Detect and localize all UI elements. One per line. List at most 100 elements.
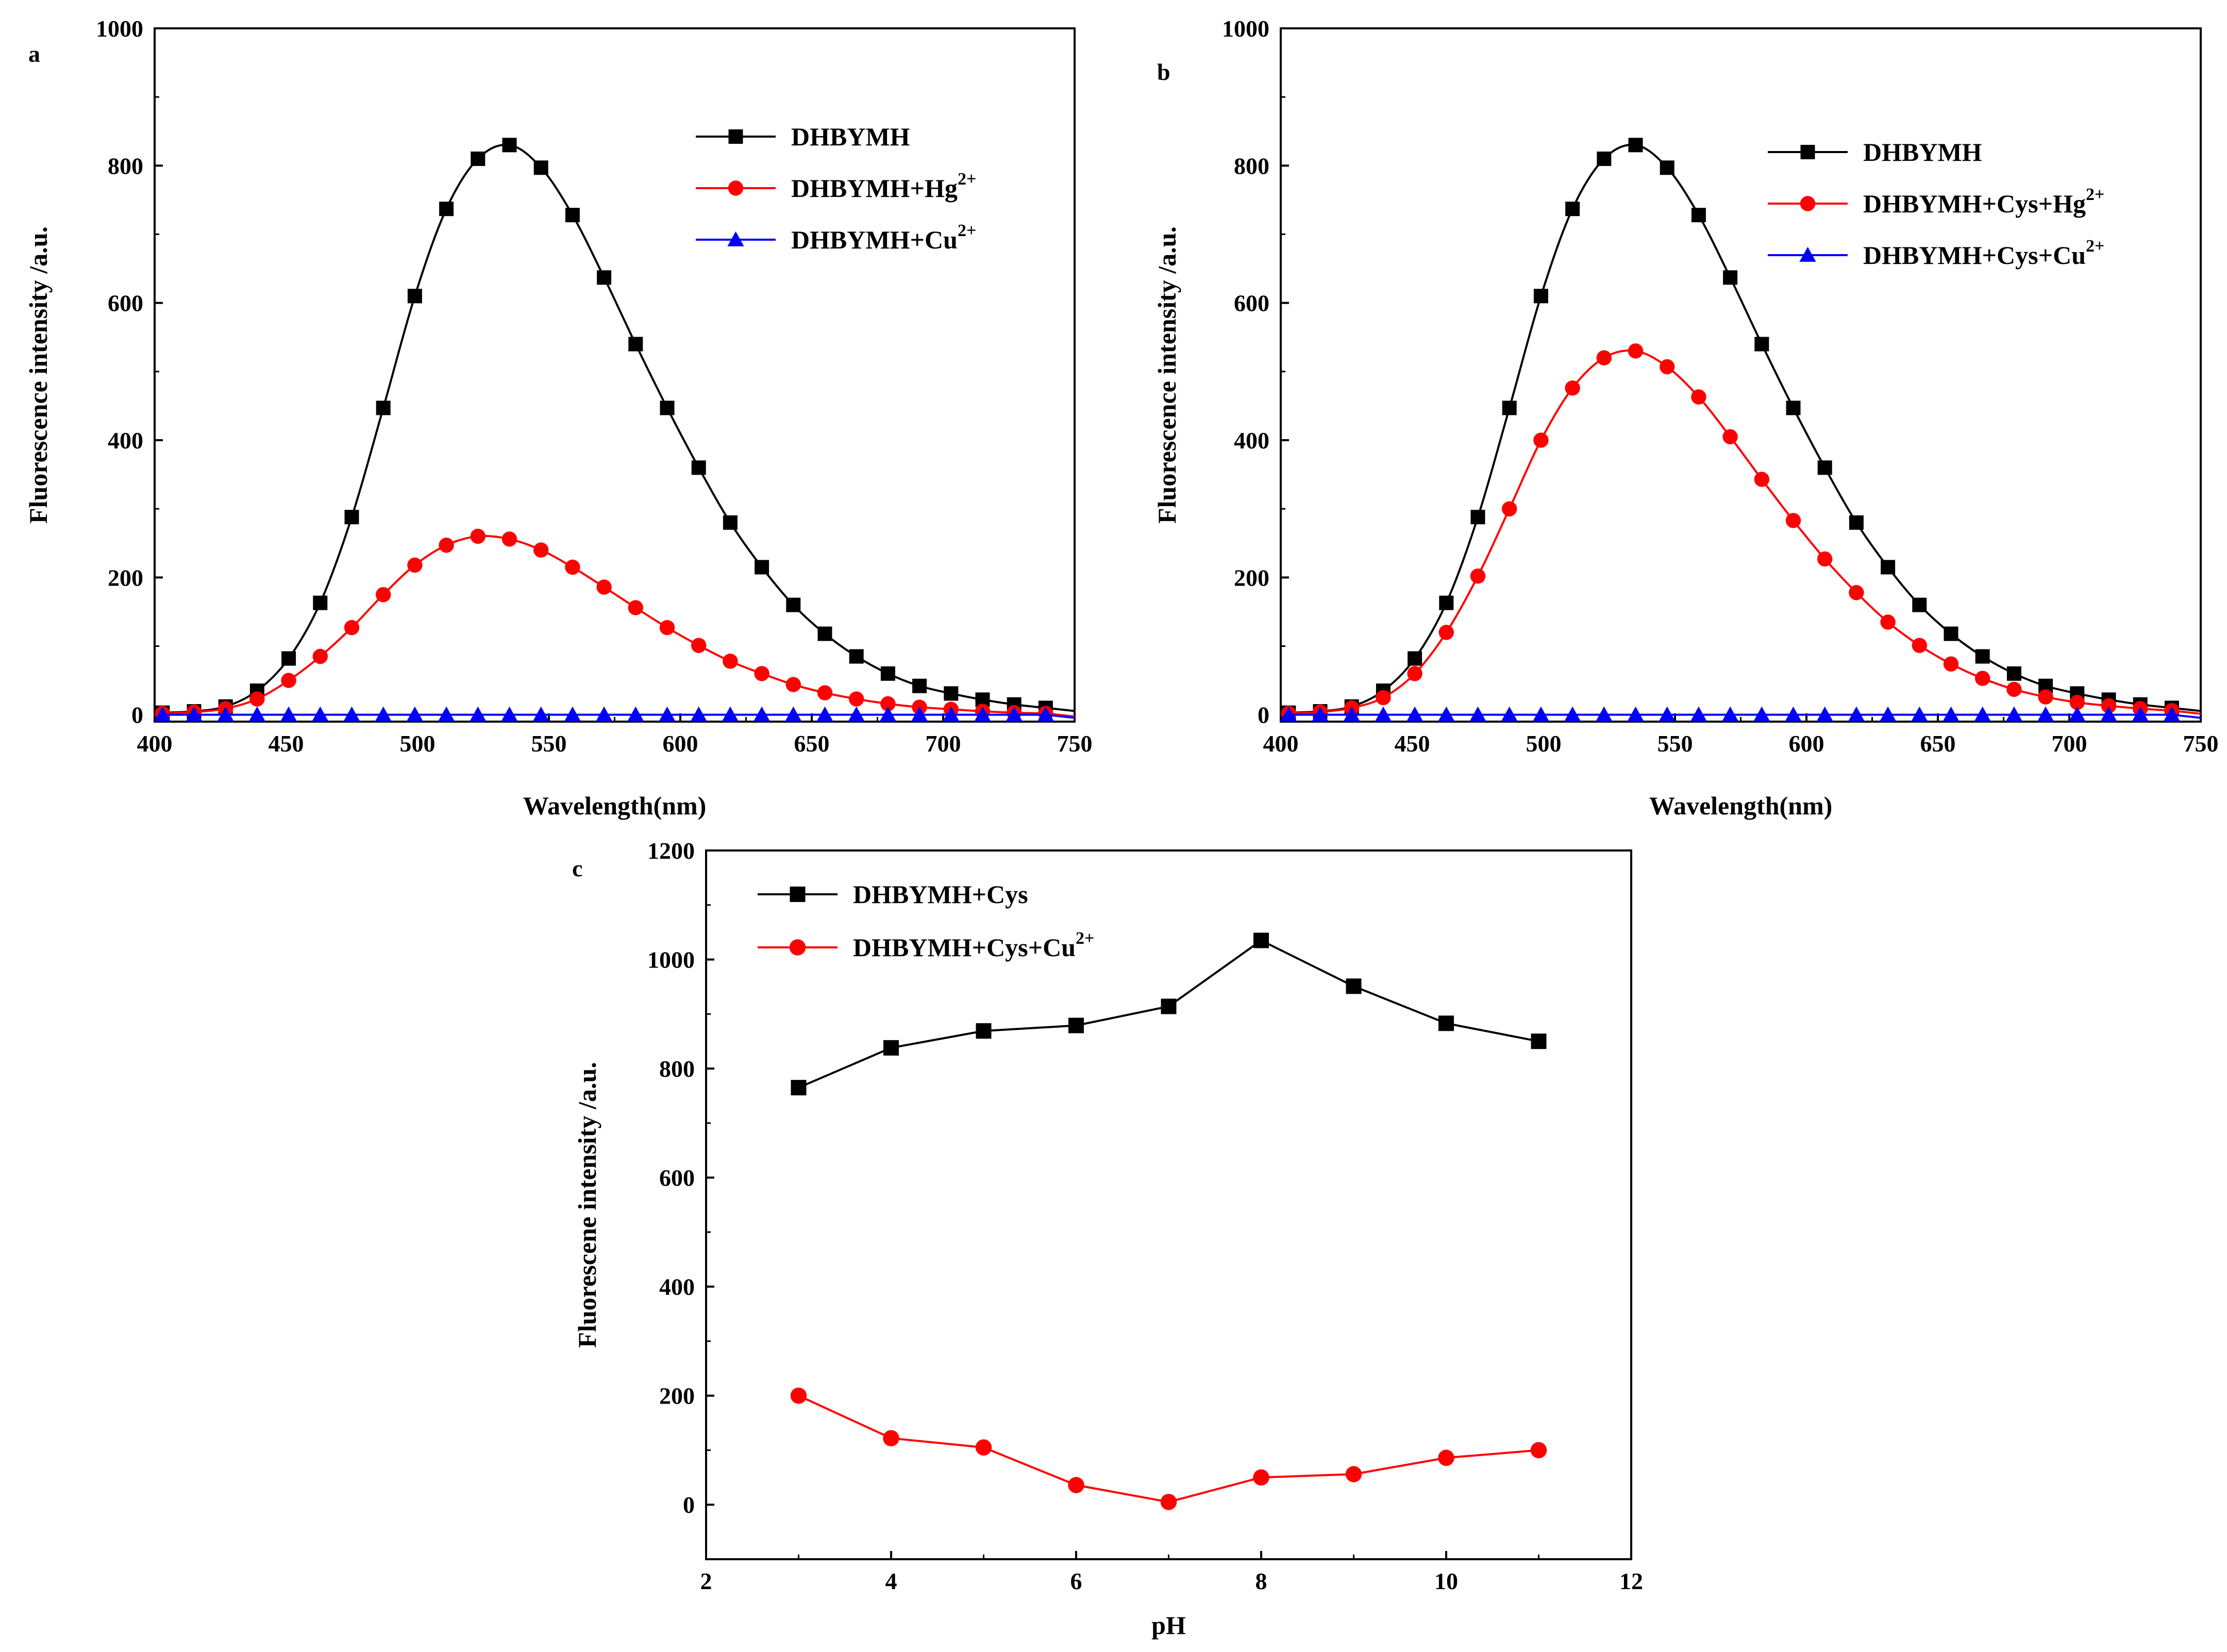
legend-superscript: 2+ — [958, 170, 976, 189]
data-point — [722, 706, 739, 722]
x-tick-label: 500 — [1526, 730, 1562, 757]
data-point — [1375, 706, 1392, 722]
data-point — [313, 595, 328, 610]
y-tick-label: 600 — [659, 1165, 695, 1191]
x-tick-label: 750 — [1057, 730, 1093, 757]
data-point — [1501, 706, 1518, 722]
data-point — [1849, 515, 1864, 530]
data-point — [1470, 568, 1486, 584]
data-point — [532, 706, 549, 722]
data-point — [312, 648, 328, 664]
data-point — [1722, 429, 1738, 445]
legend-label: DHBYMH+Cys+Cu2+ — [1863, 237, 2104, 270]
data-point — [533, 542, 549, 558]
data-point — [791, 1080, 807, 1096]
data-point — [628, 337, 643, 352]
data-point — [976, 1023, 992, 1039]
x-tick-label: 4 — [885, 1568, 897, 1594]
data-point — [786, 597, 801, 612]
data-point — [1565, 202, 1580, 216]
data-point — [1438, 1449, 1454, 1466]
x-tick-label: 700 — [2052, 730, 2087, 757]
y-tick-label: 1000 — [96, 15, 143, 42]
data-point — [1753, 706, 1770, 722]
chart-panel-a: 400 450 500 550 600 650 700 750 0 200 400 600 800 100… — [24, 15, 1093, 820]
data-point — [943, 706, 960, 722]
data-point — [1880, 706, 1897, 722]
data-point — [880, 696, 896, 712]
x-tick-label: 6 — [1070, 1568, 1082, 1594]
data-point — [1406, 706, 1424, 722]
data-point — [312, 706, 329, 722]
y-tick-label: 600 — [108, 290, 143, 316]
data-point — [1912, 638, 1927, 653]
data-point — [816, 706, 833, 722]
x-tick-label: 550 — [1657, 730, 1693, 757]
x-axis-title: Wavelength(nm) — [523, 791, 707, 820]
data-point — [1943, 656, 1959, 672]
data-point — [1849, 585, 1864, 600]
data-point — [754, 666, 769, 681]
data-point — [1660, 359, 1675, 375]
data-point — [1660, 160, 1675, 175]
legend-label: DHBYMH+Hg2+ — [791, 170, 976, 203]
data-point — [1006, 706, 1023, 722]
data-point — [1975, 649, 1990, 664]
data-point — [1691, 208, 1706, 223]
x-tick-label: 10 — [1434, 1568, 1458, 1594]
data-point — [565, 559, 580, 575]
data-point — [1816, 706, 1833, 722]
data-point — [1628, 138, 1643, 153]
x-tick-label: 450 — [269, 730, 304, 757]
panel-label: b — [1157, 59, 1170, 85]
x-tick-label: 400 — [1263, 730, 1299, 757]
data-point — [1911, 706, 1928, 722]
data-point — [1407, 666, 1422, 681]
data-point — [1037, 706, 1054, 722]
y-tick-label: 200 — [1234, 564, 1269, 591]
data-point — [723, 654, 738, 669]
data-point — [2038, 689, 2053, 705]
y-axis-title: Fluorescence intensity /a.u. — [24, 226, 53, 524]
y-tick-label: 800 — [1234, 153, 1269, 179]
data-point — [2005, 706, 2022, 722]
data-point — [2069, 706, 2086, 722]
chart-panel-c: 2 4 6 8 10 12 0 200 400 600 800 1000 1200 pH Fluoresce… — [572, 838, 1643, 1640]
data-point — [596, 706, 613, 722]
data-point — [1785, 706, 1802, 722]
panel-label: a — [28, 41, 40, 67]
data-point — [975, 1439, 992, 1456]
data-point — [564, 706, 581, 722]
data-point — [2006, 666, 2021, 681]
data-point — [1253, 932, 1269, 948]
x-tick-label: 8 — [1255, 1568, 1267, 1594]
data-point — [1439, 595, 1454, 610]
data-point — [501, 706, 518, 722]
y-tick-label: 600 — [1234, 290, 1269, 316]
data-point — [249, 691, 265, 707]
y-tick-label: 800 — [659, 1056, 695, 1082]
data-point — [1068, 1017, 1084, 1033]
data-point — [1817, 551, 1833, 567]
data-point — [154, 706, 171, 722]
data-point — [944, 686, 959, 701]
data-point — [1596, 350, 1612, 365]
legend-label: DHBYMH+Cys — [853, 880, 1028, 909]
y-axis-title: Fluorescene intensity /a.u. — [573, 1062, 601, 1348]
data-point — [1628, 343, 1644, 359]
data-point — [501, 531, 517, 547]
y-tick-label: 1000 — [647, 947, 695, 973]
data-point — [848, 706, 865, 722]
data-point — [344, 620, 360, 636]
data-point — [785, 706, 802, 722]
x-tick-label: 750 — [2183, 730, 2219, 757]
legend-marker — [789, 939, 806, 956]
data-point — [883, 1040, 899, 1056]
legend-superscript: 2+ — [2086, 237, 2104, 256]
x-tick-label: 600 — [1789, 730, 1824, 757]
data-point — [344, 510, 359, 525]
data-point — [1161, 998, 1177, 1014]
data-point — [660, 401, 675, 415]
data-point — [1345, 1466, 1362, 1482]
data-point — [1533, 432, 1549, 448]
